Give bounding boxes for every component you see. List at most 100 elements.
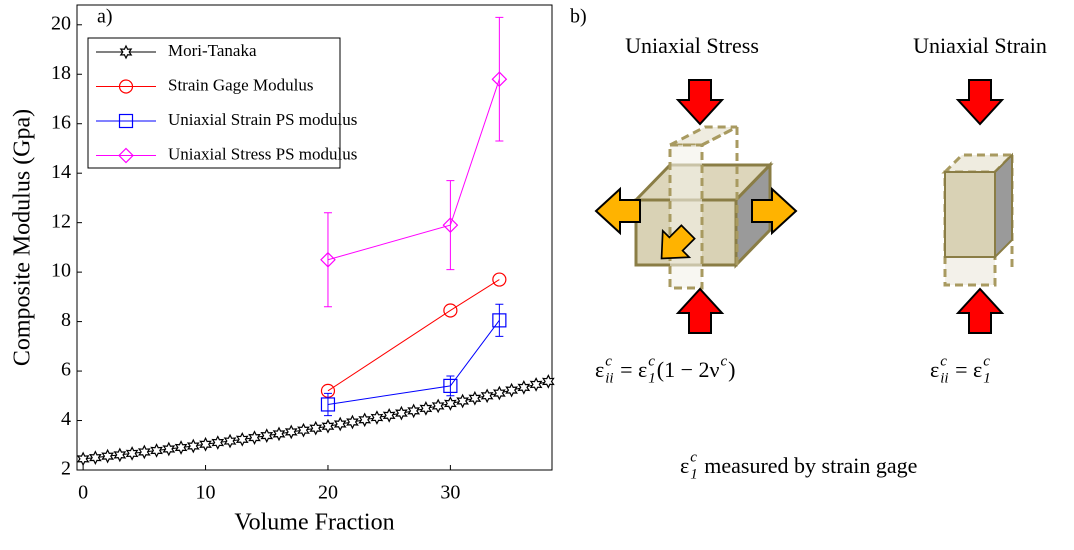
equation-sup: c	[605, 353, 612, 369]
legend-entry: Mori-Tanaka	[168, 41, 257, 60]
equation-sup: c	[720, 353, 727, 369]
marker	[211, 435, 225, 450]
marker	[235, 431, 249, 447]
error-bar	[323, 212, 332, 308]
legend-entry: Uniaxial Stress PS modulus	[168, 144, 357, 163]
equation-text: (1 − 2ν	[657, 357, 720, 382]
marker	[321, 418, 335, 434]
marker	[358, 412, 372, 428]
marker	[370, 410, 384, 425]
marker	[320, 251, 336, 268]
stress-title: Uniaxial Stress	[625, 33, 759, 58]
y-tick-label: 16	[51, 111, 71, 133]
marker	[297, 422, 310, 438]
diagram-b: b) Uniaxial Stress Uniaxial Strain	[570, 6, 1047, 483]
marker	[419, 401, 433, 416]
marker	[199, 436, 212, 452]
stress-block	[595, 79, 797, 334]
error-bar	[495, 303, 504, 337]
equation-text: ε	[930, 357, 939, 382]
marker	[125, 446, 139, 461]
marker	[186, 438, 200, 454]
marker	[480, 388, 494, 404]
y-tick-label: 10	[51, 260, 71, 282]
marker	[174, 440, 188, 455]
marker	[492, 385, 506, 401]
equation-sub: ii	[940, 370, 948, 386]
series-line	[327, 279, 500, 392]
marker	[320, 397, 336, 412]
equation-text: = ε	[950, 357, 983, 382]
equation-sub: 1	[690, 466, 698, 482]
error-bar	[446, 180, 455, 271]
strain-title: Uniaxial Strain	[913, 33, 1047, 58]
x-axis-label: Volume Fraction	[234, 510, 394, 536]
error-bar	[323, 392, 332, 417]
marker	[407, 403, 421, 419]
marker	[468, 390, 482, 406]
marker	[137, 444, 151, 460]
series-line	[327, 79, 500, 261]
marker	[456, 393, 469, 409]
marker	[113, 447, 127, 463]
marker	[272, 426, 286, 442]
x-tick-label: 20	[318, 482, 338, 504]
marker	[76, 451, 90, 467]
marker	[395, 405, 408, 421]
equation-sup: c	[983, 353, 990, 369]
y-tick-label: 12	[51, 210, 71, 232]
equation-sub: 1	[648, 370, 656, 386]
marker	[150, 443, 163, 458]
legend-box	[87, 37, 341, 169]
marker	[517, 380, 531, 395]
x-tick-label: 10	[196, 482, 216, 504]
equations: ε cii = ε c1 (1 − 2ν c) ε cii = ε c1ε c1 measure…	[595, 353, 991, 482]
y-axis-label: Composite Modulus (Gpa)	[10, 109, 36, 366]
marker	[505, 382, 518, 398]
marker	[118, 147, 134, 164]
series-line	[327, 320, 500, 405]
marker	[309, 420, 323, 436]
marker	[162, 441, 176, 457]
marker	[260, 428, 274, 443]
marker	[541, 374, 555, 389]
marker	[492, 313, 507, 328]
equation-sup: c	[690, 449, 697, 465]
y-tick-label: 6	[61, 359, 71, 381]
equation-text: = ε	[615, 357, 648, 382]
marker	[346, 414, 359, 430]
y-tick-label: 20	[51, 12, 71, 34]
legend-entry: Uniaxial Strain PS modulus	[168, 110, 357, 129]
y-tick-label: 18	[51, 62, 71, 84]
panel-label: a)	[97, 6, 113, 28]
x-tick-label: 30	[440, 482, 460, 504]
marker	[333, 416, 347, 432]
equation-text: ε	[680, 453, 689, 478]
error-bar	[495, 16, 504, 142]
marker	[119, 44, 133, 60]
x-tick-label: 0	[78, 482, 88, 504]
plot-frame	[76, 4, 553, 471]
panel-label: b)	[570, 6, 587, 28]
y-tick-label: 8	[61, 309, 71, 331]
equation-sup: c	[648, 353, 655, 369]
marker	[442, 217, 459, 233]
marker	[101, 448, 114, 464]
strain-block	[941, 79, 1016, 334]
legend-entry: Strain Gage Modulus	[168, 75, 313, 94]
marker	[443, 303, 458, 318]
equation-sub: ii	[605, 370, 613, 386]
marker	[443, 378, 458, 394]
marker	[118, 113, 134, 129]
marker	[382, 407, 396, 423]
y-tick-label: 4	[61, 408, 71, 430]
marker	[491, 71, 508, 88]
y-tick-label: 14	[51, 161, 71, 183]
marker	[88, 450, 102, 465]
marker	[529, 377, 543, 392]
marker	[284, 424, 298, 440]
marker	[118, 79, 134, 94]
y-tick-label: 2	[61, 458, 71, 480]
marker	[444, 396, 457, 411]
